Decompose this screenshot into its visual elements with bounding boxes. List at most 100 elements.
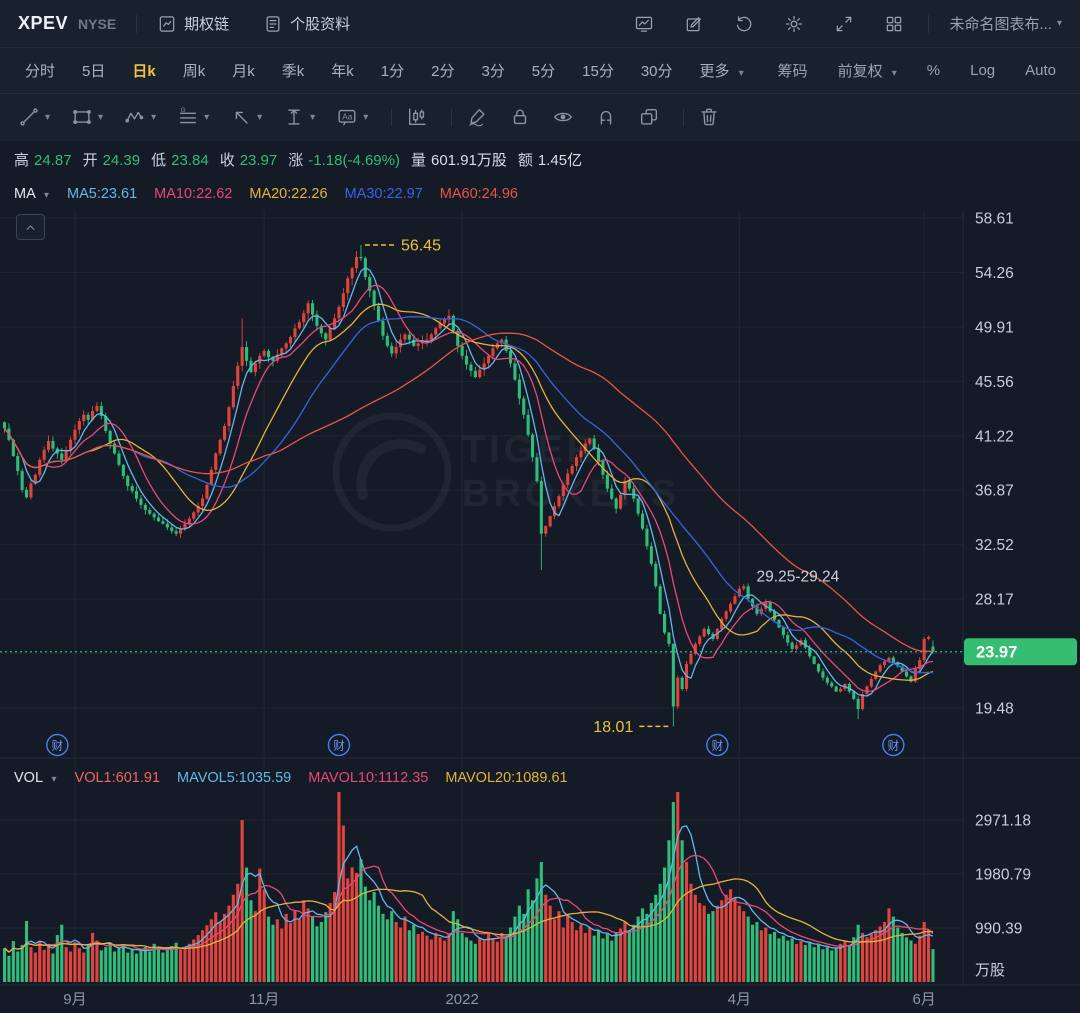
price-axis-label: 19.48	[975, 701, 1014, 718]
settings-button[interactable]	[780, 10, 808, 38]
text-tool[interactable]: Aa ▾	[336, 106, 368, 128]
chevron-down-icon[interactable]: ▾	[204, 111, 210, 123]
volume-unit-label: 万股	[975, 962, 1005, 979]
timeframe-tab-日k[interactable]: 日k	[132, 63, 156, 80]
x-axis-label: 2022	[445, 991, 478, 1008]
price-axis-label: 54.26	[975, 265, 1014, 282]
brush-tool[interactable]	[466, 106, 488, 128]
wave-icon	[124, 106, 146, 128]
wave-tool[interactable]: ▾	[124, 106, 156, 128]
svg-text:Aa: Aa	[342, 112, 353, 121]
timeframe-tab-30分[interactable]: 30分	[640, 63, 673, 80]
stat-涨: 涨 -1.18(-4.69%)	[288, 152, 400, 169]
earnings-marker: 财	[327, 733, 351, 757]
vol-value: MAVOL5:1035.59	[177, 770, 292, 786]
volume-axis-label: 2971.18	[975, 812, 1031, 829]
svg-text:财: 财	[888, 739, 900, 753]
document-icon	[263, 14, 283, 34]
ohlc-stats-row: 高 24.87 开 24.39 低 23.84 收 23.97 涨 -1.18(-4.69%) 量 6…	[0, 143, 1080, 176]
divider	[928, 14, 930, 33]
option-chain-label: 期权链	[184, 16, 230, 33]
chevron-down-icon: ▾	[891, 68, 897, 79]
visibility-tool[interactable]	[552, 106, 574, 128]
control-前复权[interactable]: 前复权 ▾	[837, 63, 897, 80]
vol-value: MAVOL10:1112.35	[308, 770, 429, 786]
divider	[391, 108, 393, 126]
vol-value: MAVOL20:1089.61	[445, 770, 568, 786]
timeframe-tab-月k[interactable]: 月k	[232, 63, 255, 80]
arrow-tool[interactable]: ▾	[230, 106, 262, 128]
option-chain-link[interactable]: 期权链	[157, 13, 229, 34]
price-axis-label: 36.87	[975, 483, 1014, 500]
gear-icon	[784, 14, 804, 34]
timeframe-tab-分时[interactable]: 分时	[25, 63, 56, 80]
edit-layout-button[interactable]	[680, 10, 708, 38]
price-volume-chart[interactable]: TIGERBROKERS58.6154.2649.9145.5641.2236.…	[0, 210, 1080, 1013]
price-axis-label: 28.17	[975, 592, 1014, 609]
low-price-annotation: 18.01	[593, 719, 633, 736]
chevron-down-icon[interactable]: ▾	[363, 111, 369, 123]
stock-profile-link[interactable]: 个股资料	[263, 13, 350, 34]
chevron-down-icon[interactable]: ▾	[257, 111, 263, 123]
price-axis-label: 41.22	[975, 428, 1014, 445]
rectangle-icon	[71, 106, 93, 128]
chart-controls: 筹码 前复权 ▾% Log Auto	[778, 60, 1070, 81]
divider	[683, 108, 685, 126]
chevron-down-icon[interactable]: ▾	[98, 111, 104, 123]
ma-selector[interactable]: MA ▾	[14, 186, 50, 202]
layout-grid-button[interactable]	[880, 10, 908, 38]
chevron-down-icon[interactable]: ▾	[310, 111, 316, 123]
stat-低: 低 23.84	[151, 152, 209, 169]
collapse-panel-button[interactable]	[16, 214, 45, 240]
chart-preview-button[interactable]	[630, 10, 658, 38]
timeframe-tab-3分[interactable]: 3分	[481, 63, 505, 80]
measure-tool[interactable]: ▾	[283, 106, 315, 128]
stat-额: 额 1.45亿	[517, 152, 583, 169]
chevron-down-icon[interactable]: ▾	[151, 111, 157, 123]
timeframe-tab-季k[interactable]: 季k	[281, 63, 305, 80]
chevron-down-icon[interactable]: ▾	[45, 111, 51, 123]
svg-text:财: 财	[333, 739, 345, 753]
exchange-label: NYSE	[78, 15, 117, 32]
delete-tool[interactable]	[698, 106, 720, 128]
divider	[451, 108, 453, 126]
timeframe-tab-年k[interactable]: 年k	[331, 63, 354, 80]
vol-value: VOL1:601.91	[74, 770, 161, 786]
timeframe-tab-2分[interactable]: 2分	[431, 63, 455, 80]
magnet-tool[interactable]	[595, 106, 617, 128]
control-Log[interactable]: Log	[970, 62, 996, 79]
high-price-annotation: 56.45	[401, 238, 441, 255]
drawing-toolbar: ▾ ▾ ▾ G ▾ ▾ ▾ Aa ▾	[0, 94, 1080, 141]
vol-selector[interactable]: VOL ▾	[14, 770, 57, 786]
timeframe-tab-5分[interactable]: 5分	[531, 63, 556, 80]
timeframe-tab-1分[interactable]: 1分	[380, 63, 405, 80]
rectangle-tool[interactable]: ▾	[71, 106, 103, 128]
timeframe-more-dropdown[interactable]: 更多 ▾	[699, 63, 744, 80]
candle-scale-tool[interactable]	[406, 106, 428, 128]
chevron-down-icon: ▾	[43, 190, 50, 201]
trend-line-tool[interactable]: ▾	[18, 106, 50, 128]
magnet-icon	[595, 106, 617, 128]
arrow-icon	[230, 106, 252, 128]
current-price-badge	[964, 638, 1077, 666]
undo-button[interactable]	[730, 10, 758, 38]
svg-text:23.97: 23.97	[976, 644, 1017, 662]
gann-lines-tool[interactable]: G ▾	[177, 106, 209, 128]
volume-bars	[3, 792, 935, 982]
overlap-squares-icon	[638, 106, 660, 128]
stat-量: 量 601.91万股	[410, 152, 507, 169]
price-axis-label: 32.52	[975, 537, 1014, 554]
timeframe-tab-15分[interactable]: 15分	[582, 63, 614, 80]
x-axis-label: 9月	[63, 991, 86, 1008]
control-Auto[interactable]: Auto	[1025, 62, 1056, 79]
layout-name-dropdown[interactable]: 未命名图表布...	[949, 16, 1052, 33]
mavol-lines	[4, 825, 934, 953]
lock-tool[interactable]	[509, 106, 531, 128]
timeframe-tab-5日[interactable]: 5日	[82, 63, 106, 80]
clone-tool[interactable]	[638, 106, 660, 128]
timeframe-tab-周k[interactable]: 周k	[182, 63, 206, 80]
control-%[interactable]: %	[926, 62, 941, 79]
stat-收: 收 23.97	[219, 152, 278, 169]
fullscreen-button[interactable]	[830, 10, 858, 38]
control-筹码[interactable]: 筹码	[777, 63, 808, 80]
